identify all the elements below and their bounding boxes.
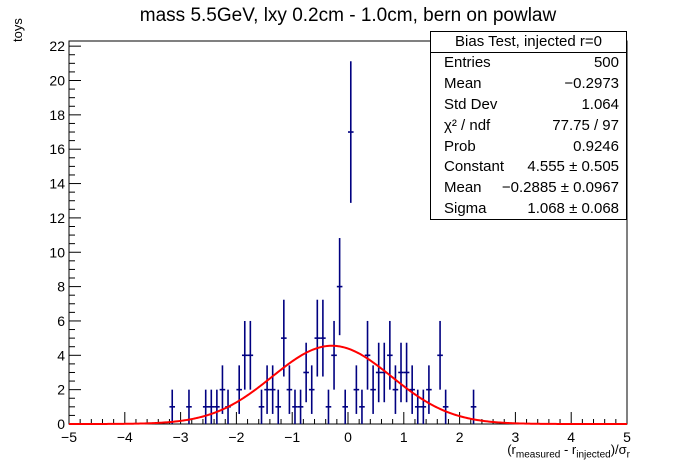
y-tick-label: 14 xyxy=(49,176,65,192)
y-tick-label: 20 xyxy=(49,73,65,89)
x-tick-label: 3 xyxy=(512,429,520,445)
chart-title: mass 5.5GeV, lxy 0.2cm - 1.0cm, bern on … xyxy=(139,5,557,26)
stats-row: Constant 4.555 ± 0.505 xyxy=(431,157,626,178)
y-tick-label: 6 xyxy=(57,313,65,329)
stats-label: Std Dev xyxy=(444,95,498,113)
stats-label: Mean xyxy=(444,179,482,197)
x-tick-label: 0 xyxy=(344,429,352,445)
stats-box: Bias Test, injected r=0 Entries 500 Mean −0… xyxy=(430,31,627,220)
x-tick-label: −5 xyxy=(61,429,77,445)
stats-value: −0.2885 ± 0.0967 xyxy=(501,179,619,197)
stats-header: Bias Test, injected r=0 xyxy=(431,32,626,53)
x-tick-label: 2 xyxy=(456,429,464,445)
y-tick-label: 0 xyxy=(57,416,65,432)
x-tick-label: 1 xyxy=(400,429,408,445)
stats-row: Mean −0.2973 xyxy=(431,74,626,95)
stats-label: Mean xyxy=(444,74,482,92)
stats-label: Entries xyxy=(444,54,491,71)
x-tick-label: −1 xyxy=(284,429,300,445)
x-tick-label: 4 xyxy=(567,429,575,445)
stats-value: 77.75 / 97 xyxy=(552,116,619,134)
stats-row: Prob 0.9246 xyxy=(431,137,626,158)
stats-label: Prob xyxy=(444,137,476,155)
stats-row: Std Dev 1.064 xyxy=(431,95,626,116)
stats-row: Entries 500 xyxy=(431,53,626,74)
y-tick-label: 22 xyxy=(49,38,65,54)
y-tick-label: 18 xyxy=(49,107,65,123)
y-tick-label: 16 xyxy=(49,141,65,157)
fit-curve xyxy=(68,344,627,425)
y-tick-label: 4 xyxy=(57,347,65,363)
stats-label: Sigma xyxy=(444,200,487,218)
y-tick-label: 8 xyxy=(57,279,65,295)
stats-label: χ² / ndf xyxy=(444,116,491,134)
x-tick-label: 5 xyxy=(623,429,631,445)
stats-value: 500 xyxy=(593,54,619,71)
stats-row: Sigma 1.068 ± 0.068 xyxy=(431,199,626,220)
stats-value: 1.064 xyxy=(581,95,619,113)
stats-value: 4.555 ± 0.505 xyxy=(527,158,619,176)
stats-value: 1.068 ± 0.068 xyxy=(527,200,619,218)
y-tick-label: 12 xyxy=(49,210,65,226)
stats-row: Mean −0.2885 ± 0.0967 xyxy=(431,178,626,199)
stats-value: 0.9246 xyxy=(573,137,619,155)
x-tick-label: −4 xyxy=(117,429,133,445)
y-tick-label: 10 xyxy=(49,244,65,260)
x-tick-label: −2 xyxy=(228,429,244,445)
y-axis-label: toys xyxy=(10,18,25,42)
stats-value: −0.2973 xyxy=(564,74,619,92)
x-axis-label: (rmeasured - rinjected)/σr xyxy=(507,442,630,461)
stats-row: χ² / ndf 77.75 / 97 xyxy=(431,116,626,137)
y-tick-label: 2 xyxy=(57,382,65,398)
stats-label: Constant xyxy=(444,158,505,176)
x-tick-label: −3 xyxy=(173,429,189,445)
